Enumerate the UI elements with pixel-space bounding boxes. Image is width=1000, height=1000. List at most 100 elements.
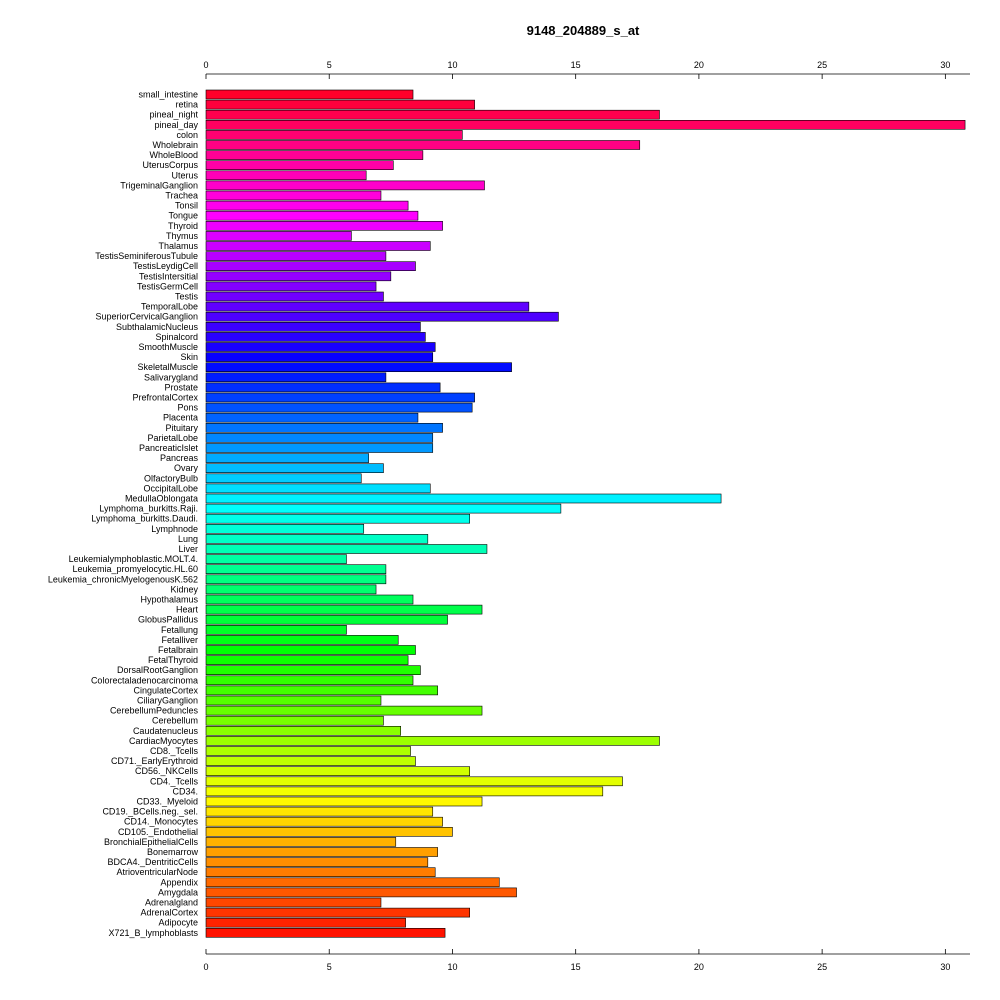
category-label: CardiacMyocytes (129, 736, 199, 746)
bar-Pons (205, 402, 473, 413)
category-label: Kidney (170, 584, 198, 594)
tick-label: 15 (571, 962, 581, 972)
category-label: PancreaticIslet (139, 443, 199, 453)
category-label: TrigeminalGanglion (120, 180, 198, 190)
category-label: SkeletalMuscle (137, 362, 198, 372)
category-label: CiliaryGanglion (137, 696, 198, 706)
bar-CD8._Tcells (205, 746, 411, 756)
category-label: SuperiorCervicalGanglion (95, 312, 198, 322)
category-label: Caudatenucleus (133, 726, 199, 736)
bar-CD14._Monocytes (205, 816, 443, 827)
category-label: Ovary (174, 463, 199, 473)
bar-CD56._NKCells (205, 766, 471, 777)
bar-Skin (205, 352, 434, 362)
bar-SubthalamicNucleus (205, 321, 421, 332)
bar-Uterus (205, 170, 367, 181)
tick-label: 20 (694, 962, 704, 972)
category-label: Leukemia_chronicMyelogenousK.562 (48, 574, 198, 584)
tick-label: 10 (447, 962, 457, 972)
bar-Hypothalamus (205, 594, 414, 605)
category-label: pineal_night (149, 110, 198, 120)
bar-Colorectaladenocarcinoma (205, 675, 414, 686)
tick-label: 5 (327, 962, 332, 972)
category-label: CD105._Endothelial (118, 827, 198, 837)
bar-Thymus (205, 231, 352, 241)
category-label: CD71._EarlyErythroid (111, 756, 198, 766)
category-label: Trachea (165, 191, 198, 201)
bar-Leukemialymphoblastic.MOLT.4. (205, 554, 347, 564)
category-label: Placenta (163, 413, 198, 423)
bar-retina (205, 99, 475, 110)
category-label: TestisIntersitial (139, 271, 198, 281)
bar-CD105._Endothelial (205, 826, 453, 837)
bar-OlfactoryBulb (205, 473, 362, 484)
category-label: Wholebrain (152, 140, 198, 150)
bar-TestisLeydigCell (205, 261, 416, 272)
bar-Ovary (205, 463, 384, 474)
category-label: pineal_day (154, 120, 198, 130)
bar-Wholebrain (205, 140, 641, 150)
bar-Prostate (205, 382, 441, 393)
bar-Tonsil (205, 200, 409, 211)
category-label: Skin (180, 352, 198, 362)
bar-Lung (205, 534, 429, 544)
category-label: PrefrontalCortex (132, 393, 198, 403)
bar-CD33._Myeloid (205, 796, 483, 807)
tick-label: 15 (571, 60, 581, 70)
category-label: Heart (176, 605, 199, 615)
category-label: CD19._BCells.neg._sel. (102, 807, 198, 817)
category-label: UterusCorpus (142, 160, 198, 170)
bar-Thalamus (205, 241, 431, 251)
category-label: CD33._Myeloid (136, 797, 198, 807)
tick-label: 5 (327, 60, 332, 70)
category-label: Prostate (164, 382, 198, 392)
category-label: CerebellumPeduncles (110, 706, 199, 716)
bars (205, 89, 966, 938)
bar-CD71._EarlyErythroid (205, 756, 416, 766)
category-label: WholeBlood (149, 150, 198, 160)
bar-GlobusPallidus (205, 614, 448, 625)
bar-CD4._Tcells (205, 776, 623, 787)
category-label: small_intestine (138, 90, 198, 100)
bar-PancreaticIslet (205, 443, 434, 453)
category-label: Pituitary (165, 423, 198, 433)
bar-BDCA4._DentriticCells (205, 857, 429, 867)
bar-CD19._BCells.neg._sel. (205, 806, 434, 817)
category-label: CD34. (172, 786, 198, 796)
bar-pineal_day (205, 120, 966, 130)
bar-CD34. (205, 786, 604, 797)
category-label: Fetalbrain (158, 645, 198, 655)
bar-Adrenalgland (205, 897, 382, 908)
category-label: Lung (178, 534, 198, 544)
category-label: Thalamus (158, 241, 198, 251)
tick-label: 10 (447, 60, 457, 70)
bar-PrefrontalCortex (205, 392, 475, 403)
bar-SkeletalMuscle (205, 362, 512, 373)
bar-CingulateCortex (205, 685, 438, 696)
bar-Leukemia_promyelocytic.HL.60 (205, 564, 387, 575)
bar-OccipitalLobe (205, 483, 431, 494)
category-label: TestisSeminiferousTubule (95, 251, 198, 261)
tick-label: 30 (940, 60, 950, 70)
bar-TrigeminalGanglion (205, 180, 485, 191)
category-label: CingulateCortex (133, 685, 198, 695)
bar-SmoothMuscle (205, 342, 436, 352)
tick-label: 0 (203, 962, 208, 972)
category-label: Thyroid (168, 221, 198, 231)
category-label: FetalThyroid (148, 655, 198, 665)
category-label: Tonsil (175, 201, 198, 211)
category-label: OlfactoryBulb (144, 473, 198, 483)
category-label: Colorectaladenocarcinoma (91, 675, 198, 685)
category-label: OccipitalLobe (143, 483, 198, 493)
bar-Lymphoma_burkitts.Daudi. (205, 513, 471, 524)
category-labels: small_intestineretinapineal_nightpineal_… (48, 90, 199, 938)
bar-ParietalLobe (205, 433, 434, 443)
category-label: Lymphoma_burkitts.Daudi. (91, 514, 198, 524)
bar-SuperiorCervicalGanglion (205, 311, 559, 322)
bar-WholeBlood (205, 150, 424, 160)
category-label: SmoothMuscle (138, 342, 198, 352)
tick-label: 20 (694, 60, 704, 70)
category-label: BDCA4._DentriticCells (107, 857, 198, 867)
bar-Liver (205, 544, 488, 554)
